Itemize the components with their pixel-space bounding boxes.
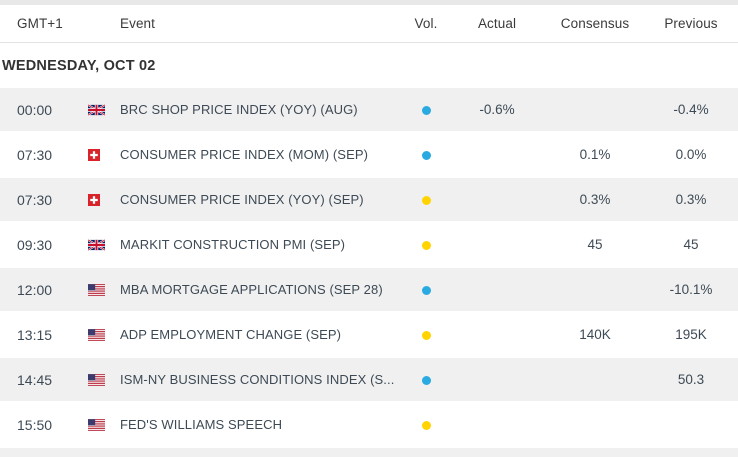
event-name: BRC SHOP PRICE INDEX (YOY) (AUG): [120, 102, 358, 117]
volatility-dot: [421, 420, 431, 430]
swiss-flag-icon: [88, 193, 120, 206]
col-header-previous: Previous: [664, 16, 718, 31]
col-header-event: Event: [120, 16, 156, 31]
volatility-cell: [396, 372, 456, 387]
table-row[interactable]: 07:30 CONSUMER PRICE INDEX (MOM) (SEP) 0…: [0, 133, 738, 176]
col-header-actual: Actual: [477, 16, 517, 31]
previous-value: -10.1%: [669, 282, 713, 297]
volatility-dot: [421, 105, 431, 115]
table-row[interactable]: 09:30 MARKIT CONSTRUCTION PMI (SEP) 45 4…: [0, 223, 738, 266]
volatility-cell: [396, 192, 456, 207]
swiss-flag-icon: [88, 148, 120, 161]
volatility-cell: [396, 102, 456, 117]
volatility-dot: [421, 285, 431, 295]
volatility-cell: [396, 282, 456, 297]
event-name: ADP EMPLOYMENT CHANGE (SEP): [120, 327, 342, 342]
event-time: 12:00: [17, 281, 53, 298]
event-time: 09:30: [17, 236, 53, 253]
previous-value: 50.3: [677, 372, 705, 387]
table-row[interactable]: 15:50 FED'S WILLIAMS SPEECH: [0, 403, 738, 446]
event-name: CONSUMER PRICE INDEX (MOM) (SEP): [120, 147, 369, 162]
volatility-cell: [396, 417, 456, 432]
event-time: 14:45: [17, 371, 53, 388]
event-name: FED'S WILLIAMS SPEECH: [120, 417, 283, 432]
actual-value: -0.6%: [479, 102, 515, 117]
consensus-value: 0.3%: [579, 192, 611, 207]
us-flag-icon: [88, 328, 120, 341]
consensus-value: 140K: [579, 327, 611, 342]
table-row[interactable]: 14:45 ISM-NY BUSINESS CONDITIONS INDEX (…: [0, 358, 738, 401]
event-time: 00:00: [17, 101, 53, 118]
col-header-gmt: GMT+1: [17, 16, 63, 31]
col-header-vol: Vol.: [414, 16, 438, 31]
event-time: 07:30: [17, 146, 53, 163]
event-name: CONSUMER PRICE INDEX (YOY) (SEP): [120, 192, 364, 207]
table-header: GMT+1 Event Vol. Actual Consensus Previo…: [0, 5, 738, 43]
table-row[interactable]: 00:00 BRC SHOP PRICE INDEX (YOY) (AUG) -…: [0, 88, 738, 131]
table-row[interactable]: 07:30 CONSUMER PRICE INDEX (YOY) (SEP) 0…: [0, 178, 738, 221]
previous-value: 45: [683, 237, 699, 252]
event-time: 13:15: [17, 326, 53, 343]
event-name: MBA MORTGAGE APPLICATIONS (SEP 28): [120, 282, 383, 297]
consensus-value: 45: [587, 237, 603, 252]
uk-flag-icon: [88, 238, 120, 251]
us-flag-icon: [88, 283, 120, 296]
volatility-dot: [421, 150, 431, 160]
volatility-dot: [421, 375, 431, 385]
event-name: ISM-NY BUSINESS CONDITIONS INDEX (S...: [120, 372, 395, 387]
event-name: MARKIT CONSTRUCTION PMI (SEP): [120, 237, 346, 252]
event-time: 07:30: [17, 191, 53, 208]
col-header-consensus: Consensus: [560, 16, 630, 31]
top-divider: [0, 0, 738, 5]
event-time: 15:50: [17, 416, 53, 433]
us-flag-icon: [88, 418, 120, 431]
volatility-cell: [396, 237, 456, 252]
previous-value: 0.0%: [675, 147, 707, 162]
date-header: WEDNESDAY, OCT 02: [0, 43, 738, 88]
previous-value: 195K: [675, 327, 707, 342]
volatility-dot: [421, 330, 431, 340]
previous-value: 0.3%: [675, 192, 707, 207]
previous-value: -0.4%: [673, 102, 709, 117]
volatility-dot: [421, 195, 431, 205]
volatility-dot: [421, 240, 431, 250]
consensus-value: 0.1%: [579, 147, 611, 162]
uk-flag-icon: [88, 103, 120, 116]
next-row-partial: [0, 448, 738, 457]
volatility-cell: [396, 147, 456, 162]
volatility-cell: [396, 327, 456, 342]
table-row[interactable]: 12:00 MBA MORTGAGE APPLICATIONS (SEP 28)…: [0, 268, 738, 311]
us-flag-icon: [88, 373, 120, 386]
table-row[interactable]: 13:15 ADP EMPLOYMENT CHANGE (SEP) 140K 1…: [0, 313, 738, 356]
event-rows: 00:00 BRC SHOP PRICE INDEX (YOY) (AUG) -…: [0, 88, 738, 457]
